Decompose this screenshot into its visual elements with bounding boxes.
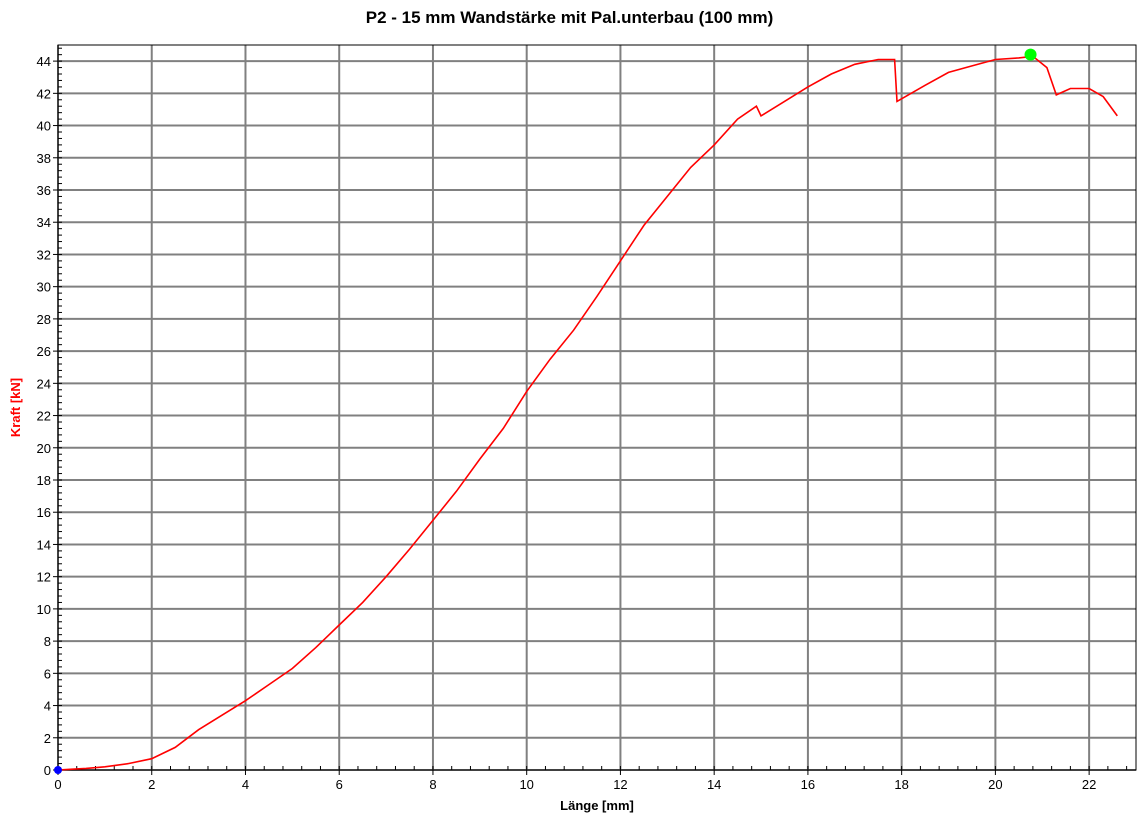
x-tick-label: 20 (988, 777, 1002, 792)
x-tick-label: 10 (519, 777, 533, 792)
x-tick-label: 18 (894, 777, 908, 792)
y-tick-label: 2 (44, 731, 51, 746)
y-axis-ticks: 0246810121416182022242628303234363840424… (37, 47, 62, 778)
y-tick-label: 40 (37, 119, 51, 134)
y-tick-label: 42 (37, 86, 51, 101)
y-tick-label: 26 (37, 344, 51, 359)
x-tick-label: 16 (801, 777, 815, 792)
chart-markers (54, 48, 1037, 774)
chart-title: P2 - 15 mm Wandstärke mit Pal.unterbau (… (365, 8, 774, 27)
y-tick-label: 10 (37, 602, 51, 617)
x-tick-label: 12 (613, 777, 627, 792)
y-tick-label: 44 (37, 54, 51, 69)
y-tick-label: 24 (37, 376, 51, 391)
y-tick-label: 22 (37, 409, 51, 424)
x-tick-label: 8 (429, 777, 436, 792)
y-tick-label: 4 (44, 699, 51, 714)
x-axis-ticks: 0 2 4 6 8 10 12 14 16 18 20 22 (54, 766, 1128, 792)
chart-grid (57, 45, 1136, 771)
start-marker (54, 766, 62, 774)
x-tick-label: 2 (148, 777, 155, 792)
y-tick-label: 6 (44, 666, 51, 681)
y-tick-label: 16 (37, 505, 51, 520)
y-tick-label: 28 (37, 312, 51, 327)
y-tick-label: 36 (37, 183, 51, 198)
x-tick-label: 6 (336, 777, 343, 792)
x-axis-label: Länge [mm] (560, 798, 634, 813)
y-tick-label: 30 (37, 280, 51, 295)
plot-frame (57, 44, 1137, 771)
y-tick-label: 20 (37, 441, 51, 456)
y-tick-label: 18 (37, 473, 51, 488)
x-tick-label: 0 (54, 777, 61, 792)
y-tick-label: 32 (37, 247, 51, 262)
y-tick-label: 0 (44, 763, 51, 778)
x-tick-label: 14 (707, 777, 721, 792)
y-tick-label: 8 (44, 634, 51, 649)
y-tick-label: 34 (37, 215, 51, 230)
x-tick-label: 4 (242, 777, 249, 792)
x-tick-label: 22 (1082, 777, 1096, 792)
y-tick-label: 38 (37, 151, 51, 166)
y-axis-label: Kraft [kN] (8, 378, 23, 437)
y-tick-label: 14 (37, 537, 51, 552)
series-line (57, 55, 1118, 771)
max-force-marker (1024, 48, 1037, 61)
y-tick-label: 12 (37, 570, 51, 585)
